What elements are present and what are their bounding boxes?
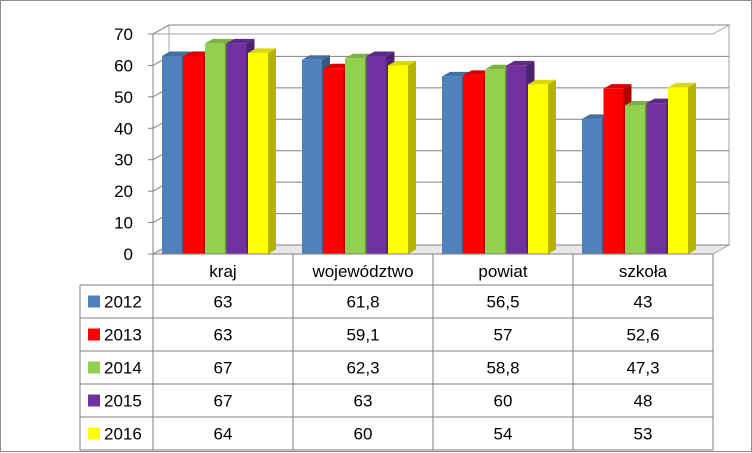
bar-top bbox=[183, 51, 212, 56]
bar-front bbox=[248, 52, 268, 254]
data-label-2012-kraj: 63 bbox=[214, 293, 233, 312]
legend-key-2015 bbox=[88, 394, 100, 407]
bar-front bbox=[442, 76, 462, 254]
bar-front bbox=[388, 65, 408, 254]
bar-front bbox=[226, 43, 247, 254]
data-label-2012-powiat: 56,5 bbox=[486, 293, 519, 312]
bar-2016-powiat bbox=[528, 79, 556, 255]
y-tick-label: 60 bbox=[114, 56, 133, 75]
data-label-2016-województwo: 60 bbox=[354, 425, 373, 444]
bar-top bbox=[205, 38, 233, 44]
data-label-2016-powiat: 54 bbox=[494, 425, 513, 444]
bar-front bbox=[625, 105, 645, 254]
bar-top bbox=[388, 60, 416, 66]
y-tick-label: 50 bbox=[114, 88, 133, 107]
bar-front bbox=[528, 84, 548, 255]
bar-top bbox=[463, 70, 492, 75]
data-label-2014-szkoła: 47,3 bbox=[626, 359, 659, 378]
bar-front bbox=[463, 74, 484, 254]
bar-2016-kraj bbox=[248, 48, 276, 254]
data-label-2015-kraj: 67 bbox=[214, 392, 233, 411]
bar-2016-szkoła bbox=[668, 82, 696, 254]
bar-front bbox=[162, 56, 182, 254]
category-label-szkoła: szkoła bbox=[619, 262, 668, 281]
bar-top bbox=[248, 48, 276, 53]
legend-label-2016: 2016 bbox=[104, 425, 142, 444]
y-tick-label: 0 bbox=[124, 245, 133, 264]
gridline-diagonal bbox=[152, 24, 170, 35]
bar-top bbox=[162, 51, 190, 56]
data-label-2013-szkoła: 52,6 bbox=[626, 326, 659, 345]
bar-top bbox=[345, 53, 373, 59]
bar-front bbox=[582, 118, 602, 254]
bar-top bbox=[668, 82, 696, 88]
y-tick-label: 20 bbox=[114, 182, 133, 201]
data-label-2014-powiat: 58,8 bbox=[486, 359, 519, 378]
bar-top bbox=[603, 84, 632, 89]
bar-top bbox=[226, 38, 255, 44]
data-label-2013-powiat: 57 bbox=[494, 326, 513, 345]
bar-side bbox=[688, 82, 696, 254]
bar-top bbox=[625, 100, 653, 106]
bar-front bbox=[345, 58, 365, 255]
bar-top bbox=[485, 64, 513, 70]
data-label-2015-szkoła: 48 bbox=[634, 392, 653, 411]
legend-label-2015: 2015 bbox=[104, 392, 142, 411]
bar-front bbox=[323, 68, 344, 254]
legend-key-2016 bbox=[88, 427, 100, 440]
bar-front bbox=[205, 43, 225, 254]
data-label-2014-kraj: 67 bbox=[214, 359, 233, 378]
bar-front bbox=[302, 59, 322, 255]
bar-side bbox=[548, 79, 556, 255]
bar-top bbox=[366, 51, 395, 56]
bar-side bbox=[268, 48, 276, 254]
data-label-2013-województwo: 59,1 bbox=[346, 326, 379, 345]
data-label-2016-szkoła: 53 bbox=[634, 425, 653, 444]
legend-label-2012: 2012 bbox=[104, 293, 142, 312]
bar-top bbox=[506, 60, 535, 66]
bar-front bbox=[506, 65, 527, 254]
bar-front bbox=[646, 103, 667, 255]
legend-label-2013: 2013 bbox=[104, 326, 142, 345]
back-wall-top bbox=[151, 24, 731, 35]
y-tick-label: 40 bbox=[114, 119, 133, 138]
bar-2016-województwo bbox=[388, 60, 416, 254]
y-tick-label: 10 bbox=[114, 214, 133, 233]
legend-key-2013 bbox=[88, 328, 100, 341]
legend-key-2012 bbox=[88, 295, 100, 308]
data-label-2012-szkoła: 43 bbox=[634, 293, 653, 312]
data-label-2013-kraj: 63 bbox=[214, 326, 233, 345]
y-tick-label: 30 bbox=[114, 151, 133, 170]
bar-top bbox=[646, 98, 675, 104]
bar-front bbox=[668, 87, 688, 254]
y-tick-label: 70 bbox=[114, 25, 133, 44]
bar-top bbox=[528, 79, 556, 85]
legend-key-2014 bbox=[88, 361, 100, 374]
bar-front bbox=[603, 88, 624, 254]
data-label-2015-województwo: 63 bbox=[354, 392, 373, 411]
category-label-kraj: kraj bbox=[209, 262, 236, 281]
bar-top bbox=[323, 63, 352, 69]
category-label-województwo: województwo bbox=[311, 262, 413, 281]
legend-label-2014: 2014 bbox=[104, 359, 142, 378]
category-label-powiat: powiat bbox=[478, 262, 527, 281]
bar-front bbox=[183, 56, 204, 254]
bar-side bbox=[408, 60, 416, 254]
bar-top bbox=[442, 71, 470, 77]
bar-front bbox=[366, 56, 387, 254]
bar-top bbox=[302, 55, 330, 60]
data-label-2015-powiat: 60 bbox=[494, 392, 513, 411]
data-label-2014-województwo: 62,3 bbox=[346, 359, 379, 378]
data-label-2012-województwo: 61,8 bbox=[346, 293, 379, 312]
data-label-2016-kraj: 64 bbox=[214, 425, 233, 444]
bar-front bbox=[485, 69, 505, 254]
bar-top bbox=[582, 114, 610, 119]
